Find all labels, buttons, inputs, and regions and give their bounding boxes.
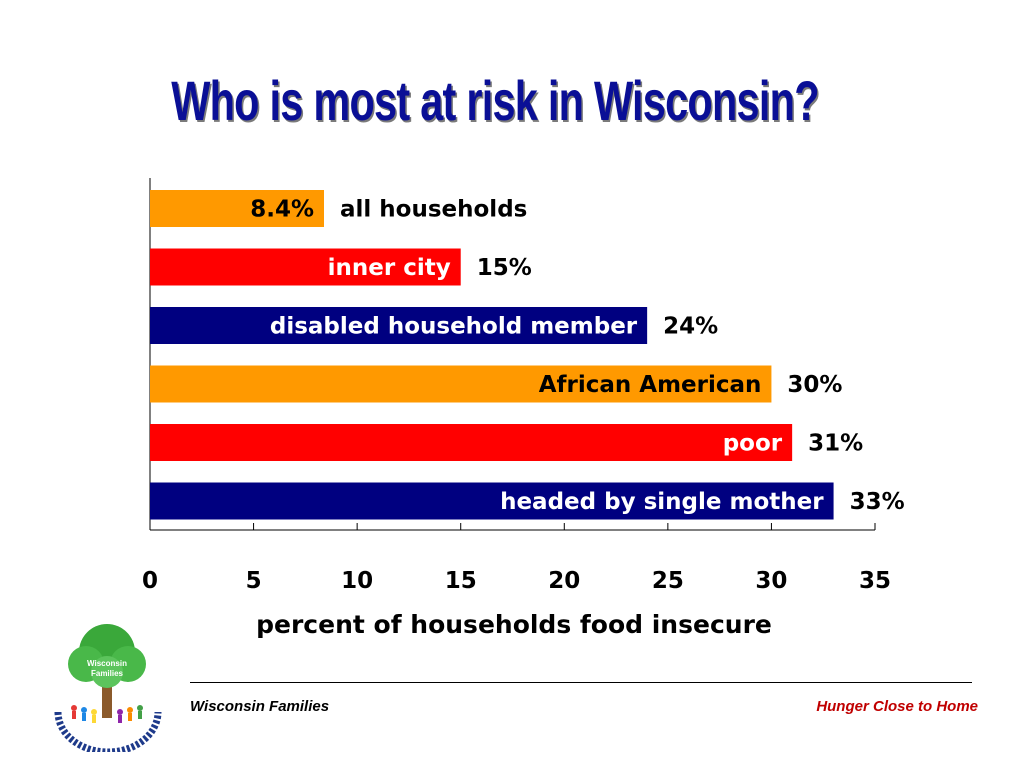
logo-label-line2: Families bbox=[91, 669, 124, 678]
data-label: 15% bbox=[477, 255, 532, 281]
wisconsin-families-logo: Wisconsin Families bbox=[54, 624, 162, 752]
logo-label-line1: Wisconsin bbox=[87, 659, 127, 668]
bar bbox=[150, 482, 834, 520]
data-label: 31% bbox=[808, 431, 863, 457]
x-tick-label: 5 bbox=[246, 568, 262, 594]
bar bbox=[150, 248, 461, 286]
bar bbox=[150, 365, 772, 403]
bar bbox=[150, 190, 324, 227]
bar bbox=[150, 424, 793, 461]
x-tick-label: 10 bbox=[341, 568, 373, 594]
footer-right-text: Hunger Close to Home bbox=[816, 698, 978, 715]
category-label: poor bbox=[723, 431, 783, 457]
data-label: 33% bbox=[850, 489, 905, 515]
x-tick-label: 15 bbox=[445, 568, 477, 594]
category-label: disabled household member bbox=[270, 314, 638, 340]
x-tick-label: 20 bbox=[548, 568, 580, 594]
category-label: all households bbox=[340, 197, 527, 223]
footer-divider bbox=[190, 682, 972, 683]
x-tick-label: 35 bbox=[859, 568, 891, 594]
footer-left-text: Wisconsin Families bbox=[190, 698, 330, 715]
logo-ring-icon bbox=[54, 711, 162, 752]
category-label: headed by single mother bbox=[500, 489, 824, 515]
category-label: inner city bbox=[328, 255, 451, 281]
category-label: African American bbox=[539, 372, 762, 398]
bar bbox=[150, 307, 648, 344]
logo-people-icon bbox=[71, 705, 143, 723]
data-label: 30% bbox=[787, 372, 842, 398]
x-axis-label: percent of households food insecure bbox=[256, 610, 772, 639]
data-label: 24% bbox=[663, 314, 718, 340]
slide-title: Who is most at risk in Wisconsin? bbox=[171, 69, 819, 132]
x-tick-label: 30 bbox=[755, 568, 787, 594]
data-label: 8.4% bbox=[250, 197, 314, 223]
x-tick-label: 0 bbox=[142, 568, 158, 594]
x-tick-label: 25 bbox=[652, 568, 684, 594]
